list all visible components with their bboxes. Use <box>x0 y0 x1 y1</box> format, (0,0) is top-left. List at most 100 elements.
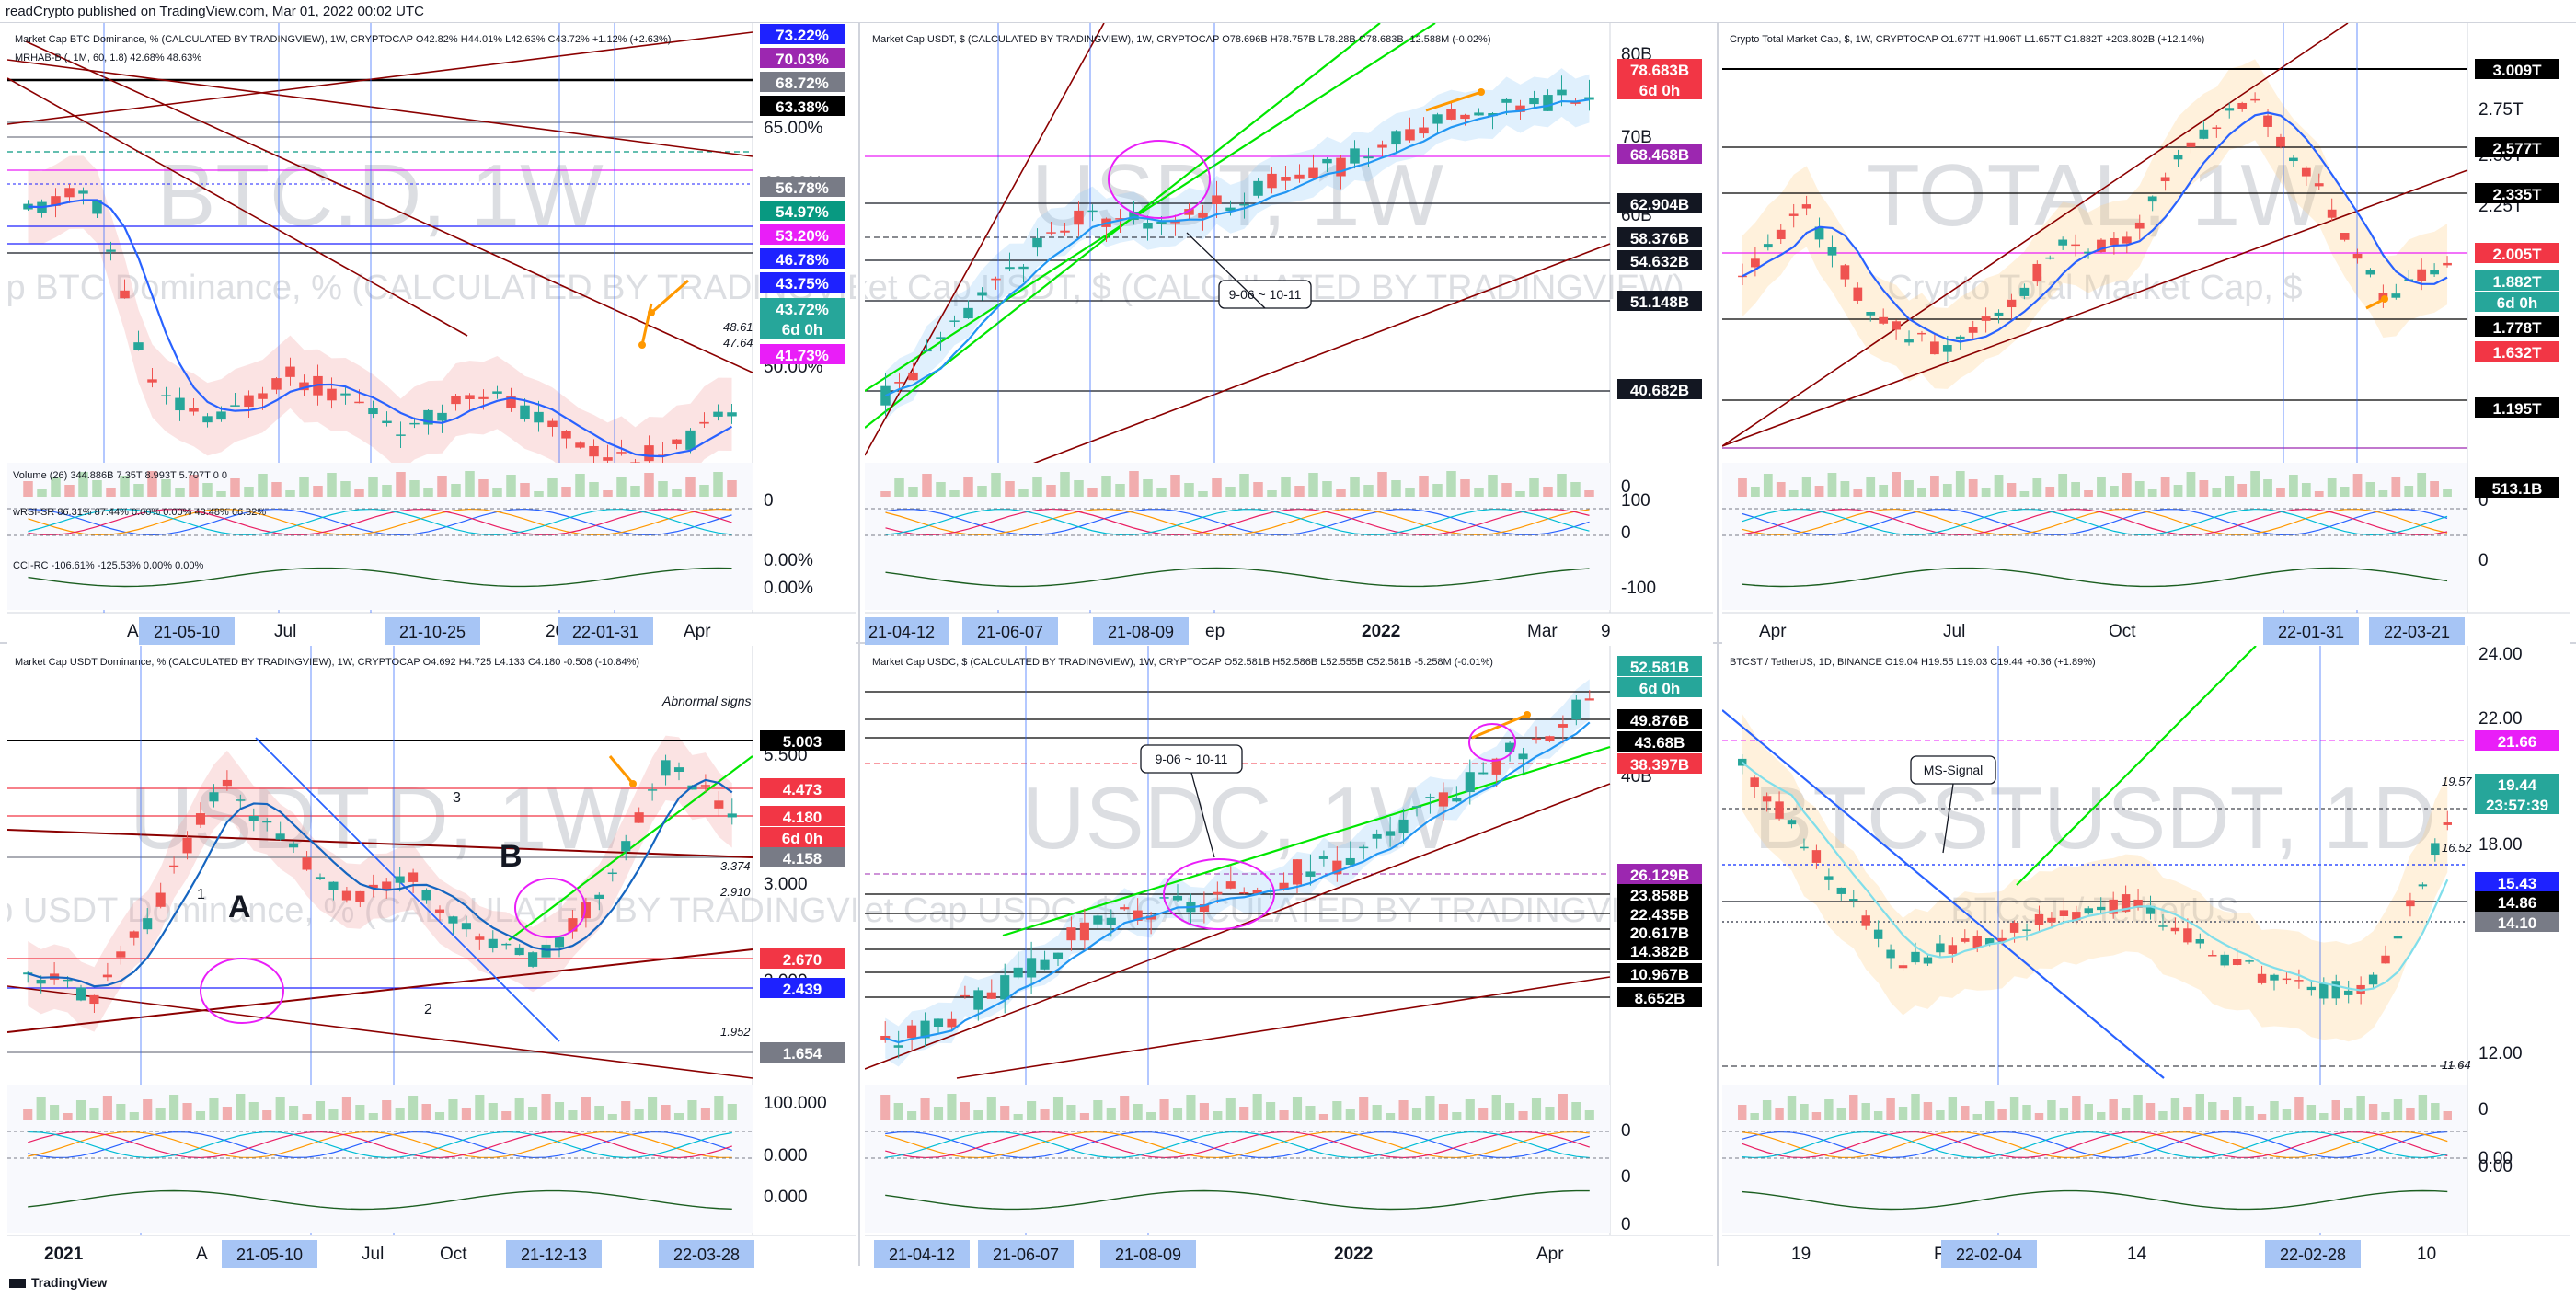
candle-body <box>299 382 309 391</box>
panel-usdc-market-cap[interactable]: Market Cap USDC, $ (CALCULATED BY TRADIN… <box>865 646 1713 1272</box>
volume-bar <box>673 1113 684 1120</box>
volume-bar <box>1968 479 1978 497</box>
candle-body <box>434 909 445 913</box>
column-separator-2 <box>1717 22 1719 1266</box>
volume-bar <box>1318 1114 1328 1120</box>
candle-body <box>2250 98 2260 101</box>
volume-bar <box>161 479 171 497</box>
candle-body <box>1377 144 1387 148</box>
price-tag-label: 43.72% <box>776 301 829 318</box>
candle-body <box>1252 890 1262 894</box>
candle-body <box>461 923 471 930</box>
candle-body <box>1225 881 1236 889</box>
volume-bar <box>2343 1108 2353 1120</box>
volume-bar <box>434 1112 445 1120</box>
annotation-arrowhead <box>648 309 655 316</box>
price-tag-label: 14.86 <box>2498 894 2537 912</box>
volume-bar <box>1292 1097 1303 1120</box>
volume-bar <box>1827 473 1837 497</box>
watermark: USDT.D, 1W <box>130 769 630 867</box>
volume-bar <box>514 1098 524 1120</box>
moving-average-line <box>885 98 1590 397</box>
volume-bar <box>1419 476 1429 497</box>
candle-body <box>1787 820 1797 825</box>
candle-body <box>2084 251 2093 254</box>
panel-header: Market Cap BTC Dominance, % (CALCULATED … <box>15 34 672 45</box>
volume-bar <box>727 1104 737 1120</box>
candle-body <box>1886 949 1895 959</box>
price-tag <box>760 72 845 92</box>
date-tag <box>978 1240 1074 1268</box>
candle-body <box>2009 922 2019 933</box>
volume-bar <box>575 474 585 497</box>
volume-bar <box>1738 478 1747 497</box>
candle-body <box>368 884 378 889</box>
callout-pointer <box>1186 232 1266 309</box>
candle-body <box>2109 899 2118 914</box>
price-tag <box>2475 137 2559 157</box>
trend-line <box>956 976 1611 1079</box>
trend-ribbon <box>1742 713 2448 1042</box>
candle-body <box>2186 142 2196 147</box>
volume-bar <box>2282 1109 2292 1120</box>
volume-bar <box>1529 478 1539 497</box>
volume-bar <box>1452 1112 1462 1120</box>
panel-crypto-total-market-cap[interactable]: Crypto Total Market Cap, $, 1W, CRYPTOCA… <box>1722 23 2570 649</box>
candle-body <box>2134 222 2145 229</box>
oscillator-line <box>28 1131 732 1159</box>
volume-bar <box>554 1102 565 1120</box>
axis-tick-label: 0 <box>2478 1100 2489 1120</box>
panel-btcst-usdt[interactable]: BTCST / TetherUS, 1D, BINANCE O19.04 H19… <box>1722 646 2570 1272</box>
candle-body <box>2133 899 2143 908</box>
date-tag-label: 21-05-10 <box>154 623 220 641</box>
volume-bar <box>1518 1111 1528 1120</box>
volume-bar <box>1955 471 1965 497</box>
oscillator-line <box>28 508 732 536</box>
volume-bar <box>51 477 61 497</box>
time-tick-label: Oct <box>2109 622 2136 641</box>
panel-usdt-market-cap[interactable]: Market Cap USDT, $ (CALCULATED BY TRADIN… <box>865 23 1713 649</box>
axis-tick-label: 0.000 <box>764 1188 808 1207</box>
price-tag <box>760 948 845 969</box>
candle-body <box>936 337 946 339</box>
panel-btc-dominance[interactable]: Market Cap BTC Dominance, % (CALCULATED … <box>7 23 856 649</box>
volume-bar <box>302 1114 312 1120</box>
volume-bar <box>1861 1103 1870 1120</box>
price-tag-label: 1.778T <box>2493 319 2543 337</box>
watermark: USDT, 1W <box>1031 146 1443 245</box>
candle-body <box>2084 908 2093 914</box>
candle-body <box>492 391 502 394</box>
candle-body <box>2022 929 2031 931</box>
panel-usdt-dominance[interactable]: Market Cap USDT Dominance, % (CALCULATED… <box>7 646 856 1272</box>
volume-bar <box>1005 481 1015 497</box>
volume-bar <box>1359 1097 1369 1120</box>
volume-bar <box>313 486 323 497</box>
moving-average-line <box>1742 761 2449 992</box>
price-tag <box>1617 250 1702 270</box>
axis-tick-label: 0 <box>1621 477 1631 497</box>
price-tag <box>760 298 845 318</box>
volume-bar <box>2263 479 2272 497</box>
date-tag <box>1100 1240 1196 1268</box>
date-tag-label: 22-03-28 <box>673 1246 740 1264</box>
price-tag <box>2475 183 2559 203</box>
candle-body <box>1904 339 1914 343</box>
price-tag <box>2475 774 2559 794</box>
volume-bar <box>2391 477 2401 497</box>
volume-bar <box>648 1097 658 1120</box>
volume-bar <box>50 1105 60 1120</box>
volume-bar <box>1106 1108 1116 1120</box>
level-value-label: 2.910 <box>719 885 751 899</box>
date-tag <box>2263 617 2359 645</box>
volume-bar <box>1052 1097 1064 1120</box>
volume-bar <box>396 472 406 497</box>
candle-body <box>672 439 682 444</box>
price-tag-label: 73.22% <box>776 27 829 44</box>
candle-body <box>1419 127 1429 134</box>
volume-bar <box>289 1106 299 1120</box>
price-tag <box>1617 963 1702 983</box>
candle-body <box>395 876 405 883</box>
date-tag-label: 21-05-10 <box>236 1246 303 1264</box>
price-tag-label: 2.577T <box>2493 140 2543 157</box>
candle-body <box>209 792 219 802</box>
